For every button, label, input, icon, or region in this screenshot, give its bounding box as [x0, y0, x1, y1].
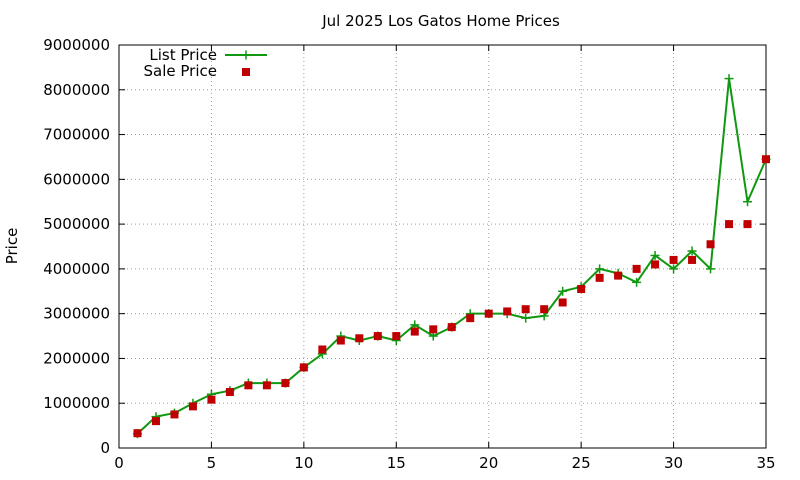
list-price-point — [650, 250, 660, 260]
y-tick-label: 0 — [100, 439, 110, 457]
sale-price-point — [225, 388, 234, 397]
sale-price-point — [281, 379, 290, 388]
legend-plus — [241, 50, 251, 60]
y-tick-label: 5000000 — [43, 215, 110, 233]
plot-frame — [118, 44, 767, 449]
sale-price-point — [170, 410, 179, 419]
x-tick-label: 5 — [207, 454, 217, 472]
sale-price-point — [595, 273, 604, 282]
y-tick-label: 2000000 — [43, 349, 110, 367]
sale-price-point — [373, 332, 382, 341]
sale-price-point — [392, 332, 401, 341]
y-tick-label: 8000000 — [43, 81, 110, 99]
sale-price-point — [651, 260, 660, 269]
sale-price-point — [540, 305, 549, 314]
sale-price-point — [503, 307, 512, 316]
x-tick-label: 35 — [756, 454, 775, 472]
sale-price-point — [188, 402, 197, 411]
list-price-point — [595, 264, 605, 274]
sale-price-point — [725, 220, 734, 229]
sale-price-point — [447, 323, 456, 332]
sale-price-point — [632, 264, 641, 273]
legend-marker-list-price — [241, 50, 251, 60]
x-tick-label: 20 — [479, 454, 498, 472]
sale-price-point — [410, 327, 419, 336]
sale-price-point — [688, 255, 697, 264]
list-price-point — [706, 264, 716, 274]
sale-price-point — [262, 381, 271, 390]
y-tick-label: 1000000 — [43, 394, 110, 412]
sale-price-point — [743, 220, 752, 229]
sale-price-point — [706, 240, 715, 249]
sale-price-point — [151, 417, 160, 426]
sale-price-point — [558, 298, 567, 307]
legend-label-list-price: List Price — [149, 46, 217, 64]
sale-price-point — [336, 336, 345, 345]
sale-price-point — [207, 395, 216, 404]
sale-price-point — [133, 429, 142, 438]
legend-marker-sale-price — [242, 68, 250, 76]
sale-price-point — [669, 255, 678, 264]
sale-price-point — [429, 325, 438, 334]
y-tick-label: 9000000 — [43, 36, 110, 54]
y-tick-label: 4000000 — [43, 260, 110, 278]
list-price-point — [521, 313, 531, 323]
x-tick-label: 30 — [664, 454, 683, 472]
list-price-point — [743, 197, 753, 207]
y-tick-label: 7000000 — [43, 126, 110, 144]
sale-price-point — [484, 309, 493, 318]
x-tick-label: 10 — [294, 454, 313, 472]
axis-ticks: 0 5 10 15 20 25 30 35 0 1000000 2000000 3000000 4000… — [43, 36, 775, 472]
x-tick-label: 15 — [387, 454, 406, 472]
list-price-point — [724, 74, 734, 84]
y-axis-label: Price — [3, 228, 21, 265]
y-tick-label: 3000000 — [43, 305, 110, 323]
list-price-point — [632, 277, 642, 287]
series-sale-price — [133, 155, 770, 438]
sale-price-point — [614, 271, 623, 280]
list-price-point — [687, 246, 697, 256]
x-tick-label: 0 — [114, 454, 124, 472]
sale-price-point — [762, 155, 770, 164]
legend-label-sale-price: Sale Price — [144, 62, 217, 80]
y-tick-label: 6000000 — [43, 170, 110, 188]
grid — [119, 45, 766, 448]
sale-price-point — [244, 381, 253, 390]
chart-title: Jul 2025 Los Gatos Home Prices — [321, 12, 560, 30]
x-tick-label: 25 — [572, 454, 591, 472]
list-price-point — [558, 286, 568, 296]
legend: List Price Sale Price — [144, 46, 267, 80]
sale-price-point — [299, 363, 308, 372]
sale-price-point — [466, 314, 475, 323]
sale-price-point — [355, 334, 364, 343]
sale-price-point — [318, 345, 327, 354]
sale-price-point — [577, 285, 586, 294]
list-price-point — [669, 264, 679, 274]
series-group — [132, 74, 771, 439]
sale-price-point — [521, 305, 530, 314]
